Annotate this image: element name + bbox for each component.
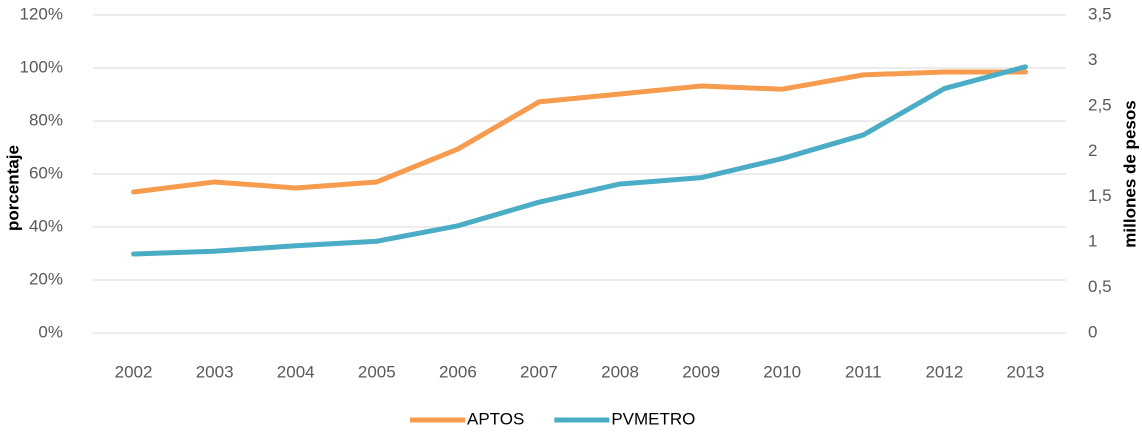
x-tick-label: 2006 xyxy=(439,362,477,381)
y2-tick-label: 2 xyxy=(1088,141,1097,160)
legend-label: APTOS xyxy=(467,409,524,428)
x-tick-label: 2005 xyxy=(358,362,396,381)
y2-tick-label: 0,5 xyxy=(1088,277,1112,296)
x-tick-label: 2010 xyxy=(763,362,801,381)
y-axis-title: porcentaje xyxy=(3,145,22,231)
x-tick-label: 2007 xyxy=(520,362,558,381)
y-tick-label: 120% xyxy=(20,4,63,23)
x-tick-label: 2004 xyxy=(277,362,315,381)
series-line xyxy=(131,69,1028,195)
y2-tick-label: 1,5 xyxy=(1088,186,1112,205)
y-tick-label: 40% xyxy=(29,216,63,235)
y2-tick-label: 2,5 xyxy=(1088,95,1112,114)
legend-label: PVMETRO xyxy=(611,409,695,428)
y-tick-label: 80% xyxy=(29,110,63,129)
y-tick-label: 0% xyxy=(38,322,63,341)
x-tick-label: 2013 xyxy=(1007,362,1045,381)
y2-tick-label: 3 xyxy=(1088,50,1097,69)
x-tick-label: 2008 xyxy=(601,362,639,381)
y-tick-label: 60% xyxy=(29,163,63,182)
y-tick-label: 20% xyxy=(29,269,63,288)
x-tick-label: 2011 xyxy=(845,362,882,381)
y2-axis-title: millones de pesos xyxy=(1120,100,1139,247)
x-tick-label: 2009 xyxy=(682,362,720,381)
x-tick-label: 2002 xyxy=(115,362,153,381)
series-line xyxy=(131,64,1028,257)
x-tick-label: 2012 xyxy=(925,362,963,381)
y2-tick-label: 3,5 xyxy=(1088,4,1112,23)
y2-tick-label: 0 xyxy=(1088,322,1097,341)
y-tick-label: 100% xyxy=(20,57,63,76)
x-tick-label: 2003 xyxy=(196,362,234,381)
y2-tick-label: 1 xyxy=(1088,232,1097,251)
